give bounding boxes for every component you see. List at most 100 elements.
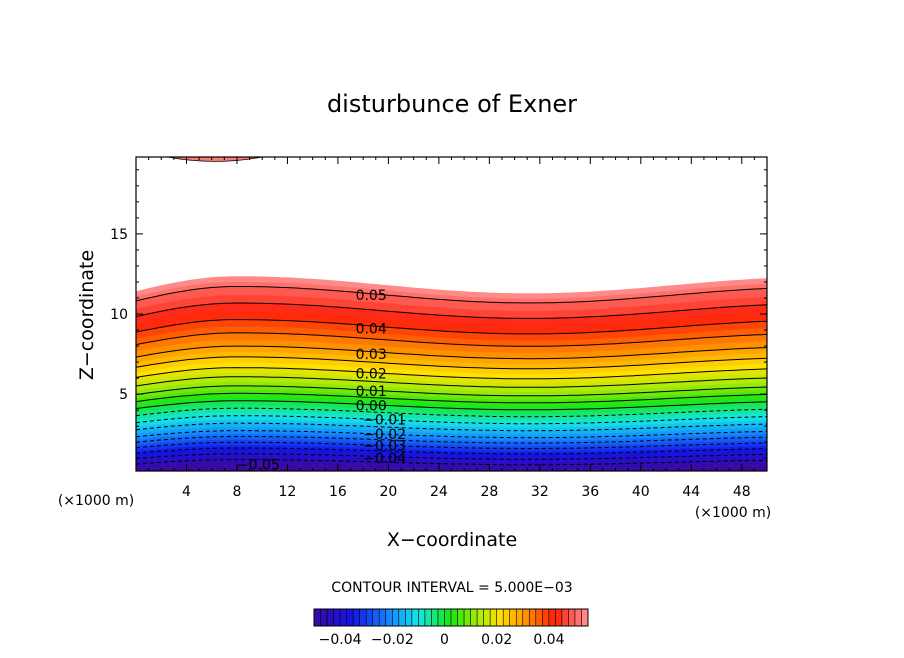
contour-level-label: 0.03 — [356, 347, 387, 363]
contour-line-positive — [136, 400, 767, 411]
contour-line-layer — [136, 286, 767, 466]
y-tick-label: 5 — [119, 387, 128, 403]
x-tick-label: 28 — [480, 484, 498, 500]
contour-level-label: 0.02 — [356, 366, 387, 382]
colorbar-cell — [405, 608, 413, 627]
contour-line-negative — [136, 422, 767, 432]
x-axis-label: X−coordinate — [387, 529, 517, 551]
contour-line-negative — [136, 407, 767, 418]
contour-interval-text: CONTOUR INTERVAL = 5.000E−03 — [331, 580, 572, 596]
colorbar-cell — [581, 608, 589, 627]
contour-line-negative — [136, 441, 767, 449]
colorbar-tick-label: 0.04 — [533, 632, 564, 648]
x-unit-left: (×1000 m) — [58, 493, 134, 509]
colorbar-cell — [391, 608, 400, 627]
contour-line-positive — [136, 356, 767, 370]
contour-level-label: −0.03 — [363, 438, 406, 454]
colorbar-cell — [352, 608, 361, 627]
contour-fill-layer — [136, 157, 767, 471]
colorbar-cell — [502, 608, 511, 627]
colorbar-cell — [398, 608, 406, 627]
colorbar-cell — [483, 608, 491, 627]
colorbar-cell — [359, 608, 367, 627]
chart-title: disturbunce of Exner — [327, 90, 577, 118]
colorbar-cell — [437, 608, 445, 627]
colorbar-cell — [372, 608, 380, 627]
colorbar — [313, 608, 589, 627]
contour-line-positive — [136, 392, 767, 404]
contour-line-positive — [136, 332, 767, 347]
colorbar-tick-label: 0 — [440, 632, 449, 648]
contour-line-negative — [136, 459, 767, 466]
colorbar-cell — [457, 608, 465, 627]
colorbar-cell — [320, 608, 328, 627]
colorbar-cell — [561, 608, 569, 627]
contour-line-positive — [136, 367, 767, 380]
contour-level-label: −0.04 — [363, 451, 406, 467]
colorbar-cell — [542, 608, 550, 627]
colorbar-cell — [555, 608, 563, 627]
x-tick-label: 48 — [733, 484, 751, 500]
x-tick-label: 24 — [430, 484, 448, 500]
y-axis-label: Z−coordinate — [76, 250, 98, 380]
contour-band-bottom — [136, 465, 767, 471]
colorbar-cell — [476, 608, 485, 627]
y-tick-label: 10 — [110, 307, 128, 323]
x-tick-label: 8 — [232, 484, 241, 500]
contour-line-positive — [136, 302, 767, 319]
contour-level-label: −0.02 — [363, 427, 406, 443]
x-tick-label: 4 — [182, 484, 191, 500]
colorbar-cell — [470, 608, 478, 627]
contour-level-label: 0.01 — [356, 384, 387, 400]
colorbar-cell — [450, 608, 459, 627]
contour-level-label: −0.01 — [363, 413, 406, 429]
contour-line-positive — [136, 385, 767, 397]
contour-line-negative — [136, 453, 767, 460]
contour-level-label: 0.04 — [356, 321, 387, 337]
colorbar-cell — [365, 608, 374, 627]
colorbar-cell — [489, 608, 498, 627]
colorbar-cell — [463, 608, 472, 627]
colorbar-cell — [515, 608, 524, 627]
contour-band — [136, 276, 767, 299]
colorbar-cell — [411, 608, 419, 627]
x-tick-label: 36 — [581, 484, 599, 500]
x-tick-label: 20 — [379, 484, 397, 500]
contour-line-positive — [136, 319, 767, 335]
x-tick-label: 44 — [682, 484, 700, 500]
colorbar-cell — [568, 608, 576, 627]
colorbar-cell — [444, 608, 452, 627]
contour-level-label: 0.05 — [356, 288, 387, 304]
contour-label-layer: 0.050.040.030.020.010.00−0.01−0.02−0.03−… — [237, 288, 406, 474]
colorbar-cell — [548, 608, 556, 627]
colorbar-tick-label: −0.04 — [319, 632, 362, 648]
colorbar-cell — [418, 608, 426, 627]
colorbar-cell — [326, 608, 335, 627]
colorbar-cell — [424, 608, 432, 627]
colorbar-cell — [333, 608, 341, 627]
colorbar-cell — [535, 608, 543, 627]
x-tick-label: 40 — [632, 484, 650, 500]
colorbar-cell — [574, 608, 582, 627]
contour-level-label: 0.00 — [356, 398, 387, 414]
colorbar-cell — [431, 608, 439, 627]
colorbar-cell — [313, 608, 322, 627]
colorbar-tick-labels: −0.04 −0.02 0 0.02 0.04 — [319, 632, 565, 648]
top-patch — [167, 157, 263, 162]
contour-line-negative — [136, 430, 767, 439]
x-tick-label: 16 — [329, 484, 347, 500]
colorbar-cell — [385, 608, 393, 627]
x-tick-label: 32 — [531, 484, 549, 500]
x-tick-label: 12 — [279, 484, 297, 500]
contour-line-negative — [136, 435, 767, 444]
contour-level-label: −0.05 — [237, 458, 280, 474]
colorbar-cell — [339, 608, 348, 627]
colorbar-tick-label: −0.02 — [371, 632, 414, 648]
contour-line-positive — [136, 345, 767, 360]
contour-line-negative — [136, 415, 767, 425]
y-tick-label: 15 — [110, 227, 128, 243]
colorbar-cell — [378, 608, 387, 627]
contour-line-positive — [136, 286, 767, 304]
